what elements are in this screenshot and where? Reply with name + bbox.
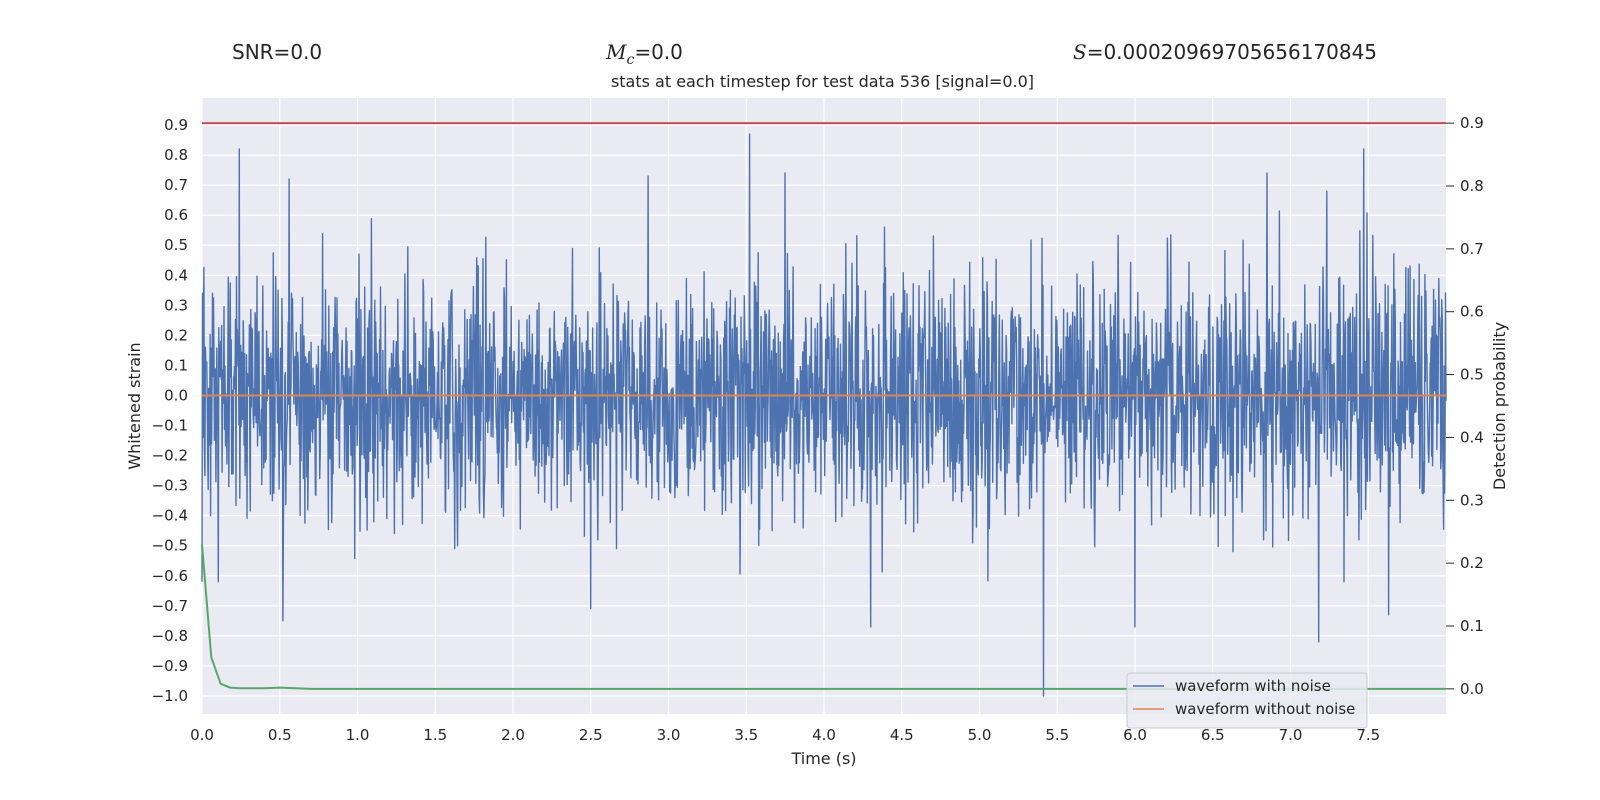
y2-tick-label: 0.7 [1460, 240, 1484, 258]
legend: waveform with noise waveform without noi… [1126, 672, 1368, 729]
chirp-mass-stat: Mc=0.0 [606, 40, 683, 68]
y-tick-label: −0.9 [152, 657, 188, 675]
y-tick-label: −0.4 [152, 507, 188, 525]
y-tick-label: 0.8 [164, 146, 188, 164]
y-tick-label: −0.3 [152, 477, 188, 495]
x-tick-label: 6.5 [1201, 726, 1225, 744]
y-tick-label: 0.4 [164, 266, 188, 284]
y-tick-label: 0.6 [164, 206, 188, 224]
y2-tick-label: 0.3 [1460, 491, 1484, 509]
y2-tick-label: 0.9 [1460, 114, 1484, 132]
y-tick-label: 0.0 [164, 386, 188, 404]
x-tick-label: 0.5 [268, 726, 292, 744]
y-tick-label: −0.7 [152, 597, 188, 615]
y-tick-label: 0.2 [164, 326, 188, 344]
legend-label-clean: waveform without noise [1175, 700, 1355, 718]
y-tick-label: −0.6 [152, 567, 188, 585]
y2-tick-label: 0.5 [1460, 366, 1484, 384]
x-tick-label: 2.5 [579, 726, 603, 744]
x-tick-label: 5.5 [1045, 726, 1069, 744]
x-tick-label: 2.0 [501, 726, 525, 744]
snr-stat: SNR=0.0 [232, 40, 323, 64]
y-tick-label: 0.9 [164, 116, 188, 134]
x-tick-label: 6.0 [1123, 726, 1147, 744]
y-tick-label: −1.0 [152, 687, 188, 705]
y-tick-label: 0.3 [164, 296, 188, 314]
y-axis-label: Whitened strain [125, 342, 144, 469]
y-tick-label: 0.1 [164, 356, 188, 374]
y2-tick-label: 0.8 [1460, 177, 1484, 195]
detection-stat: S=0.00020969705656170845 [1073, 40, 1378, 64]
detection-probability-line [201, 544, 1446, 690]
legend-label-noise: waveform with noise [1175, 677, 1331, 695]
y2-axis-label: Detection probability [1490, 322, 1509, 490]
y2-tick-label: 0.2 [1460, 554, 1484, 572]
y-tick-label: −0.8 [152, 627, 188, 645]
y2-tick-label: 0.1 [1460, 617, 1484, 635]
legend-box [1126, 672, 1368, 729]
y-tick-label: −0.1 [152, 417, 188, 435]
x-tick-label: 7.0 [1279, 726, 1303, 744]
y-tick-label: 0.5 [164, 236, 188, 254]
y2-tick-label: 0.6 [1460, 303, 1484, 321]
x-tick-label: 1.0 [346, 726, 370, 744]
x-tick-label: 0.0 [190, 726, 214, 744]
y-tick-label: −0.5 [152, 537, 188, 555]
chart-title: stats at each timestep for test data 536… [610, 72, 1035, 91]
y-tick-label: 0.7 [164, 176, 188, 194]
x-tick-label: 7.5 [1356, 726, 1380, 744]
x-tick-label: 5.0 [968, 726, 992, 744]
noisy-waveform-line [201, 133, 1447, 697]
x-tick-label: 1.5 [423, 726, 447, 744]
y2-tick-label: 0.0 [1460, 680, 1484, 698]
x-axis-label: Time (s) [790, 749, 856, 768]
y-tick-label: −0.2 [152, 447, 188, 465]
y2-tick-label: 0.4 [1460, 428, 1484, 446]
x-tick-label: 3.0 [657, 726, 681, 744]
x-tick-label: 3.5 [734, 726, 758, 744]
x-tick-label: 4.5 [890, 726, 914, 744]
x-tick-label: 4.0 [812, 726, 836, 744]
